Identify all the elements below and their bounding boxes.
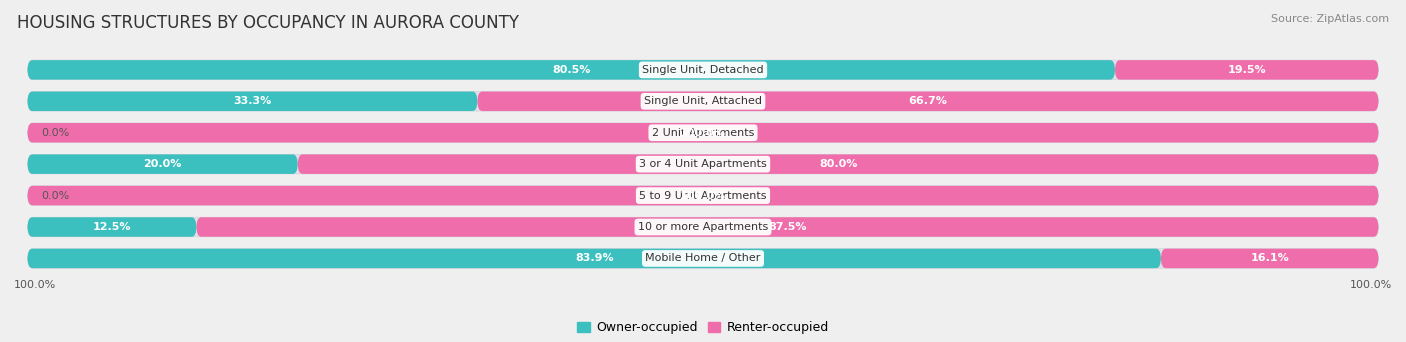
Text: Mobile Home / Other: Mobile Home / Other (645, 253, 761, 263)
Text: 10 or more Apartments: 10 or more Apartments (638, 222, 768, 232)
Text: 80.5%: 80.5% (553, 65, 591, 75)
FancyBboxPatch shape (28, 92, 1378, 111)
Text: Source: ZipAtlas.com: Source: ZipAtlas.com (1271, 14, 1389, 24)
Text: 20.0%: 20.0% (143, 159, 181, 169)
FancyBboxPatch shape (28, 60, 1378, 80)
Text: 16.1%: 16.1% (1250, 253, 1289, 263)
FancyBboxPatch shape (28, 217, 197, 237)
FancyBboxPatch shape (28, 217, 1378, 237)
FancyBboxPatch shape (1115, 60, 1378, 80)
FancyBboxPatch shape (1161, 249, 1378, 268)
FancyBboxPatch shape (298, 155, 1378, 174)
Text: Single Unit, Attached: Single Unit, Attached (644, 96, 762, 106)
FancyBboxPatch shape (28, 186, 1378, 205)
Text: Single Unit, Detached: Single Unit, Detached (643, 65, 763, 75)
Text: 12.5%: 12.5% (93, 222, 131, 232)
Text: 0.0%: 0.0% (41, 190, 69, 201)
Text: 100.0%: 100.0% (681, 128, 725, 138)
Text: 3 or 4 Unit Apartments: 3 or 4 Unit Apartments (640, 159, 766, 169)
Text: 83.9%: 83.9% (575, 253, 613, 263)
Text: 5 to 9 Unit Apartments: 5 to 9 Unit Apartments (640, 190, 766, 201)
Text: 33.3%: 33.3% (233, 96, 271, 106)
FancyBboxPatch shape (28, 123, 1378, 143)
Text: 19.5%: 19.5% (1227, 65, 1265, 75)
Text: HOUSING STRUCTURES BY OCCUPANCY IN AURORA COUNTY: HOUSING STRUCTURES BY OCCUPANCY IN AUROR… (17, 14, 519, 32)
Text: 100.0%: 100.0% (681, 190, 725, 201)
FancyBboxPatch shape (197, 217, 1378, 237)
FancyBboxPatch shape (28, 155, 1378, 174)
FancyBboxPatch shape (28, 186, 1378, 205)
FancyBboxPatch shape (28, 249, 1378, 268)
FancyBboxPatch shape (478, 92, 1378, 111)
FancyBboxPatch shape (28, 60, 1115, 80)
FancyBboxPatch shape (28, 155, 298, 174)
Text: 100.0%: 100.0% (1350, 280, 1392, 290)
Text: 66.7%: 66.7% (908, 96, 948, 106)
Text: 0.0%: 0.0% (41, 128, 69, 138)
Text: 80.0%: 80.0% (818, 159, 858, 169)
FancyBboxPatch shape (28, 123, 1378, 143)
Text: 2 Unit Apartments: 2 Unit Apartments (652, 128, 754, 138)
FancyBboxPatch shape (28, 92, 478, 111)
Text: 87.5%: 87.5% (768, 222, 807, 232)
FancyBboxPatch shape (28, 249, 1161, 268)
Text: 100.0%: 100.0% (14, 280, 56, 290)
Legend: Owner-occupied, Renter-occupied: Owner-occupied, Renter-occupied (572, 316, 834, 339)
